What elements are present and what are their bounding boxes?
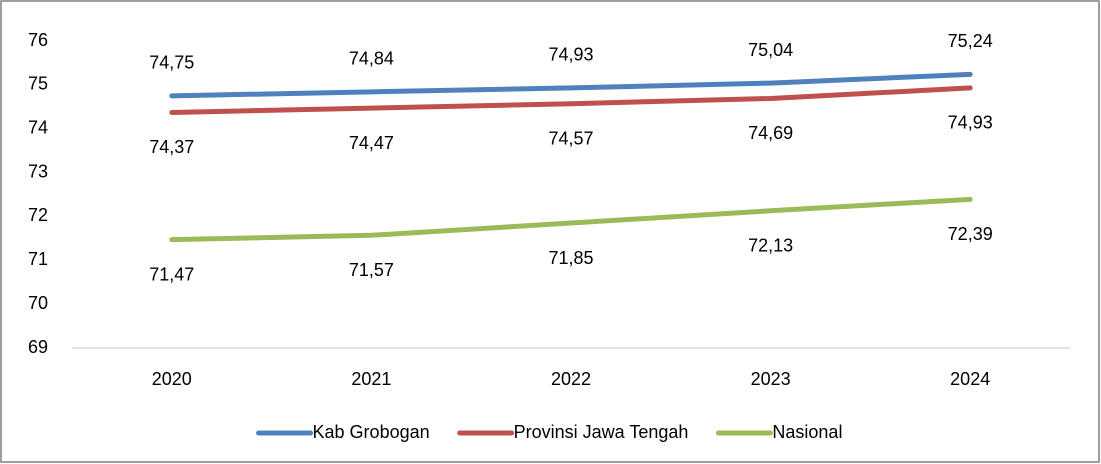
y-tick-label: 71 — [28, 249, 48, 269]
data-label: 74,93 — [548, 45, 593, 65]
data-label: 74,69 — [748, 123, 793, 143]
y-tick-label: 73 — [28, 161, 48, 181]
y-tick-label: 75 — [28, 74, 48, 94]
data-label: 71,57 — [349, 260, 394, 280]
series-line — [169, 85, 973, 115]
x-tick-label: 2021 — [351, 369, 391, 389]
x-tick-label: 2023 — [751, 369, 791, 389]
legend-label: Nasional — [772, 422, 842, 442]
data-label: 74,75 — [149, 53, 194, 73]
x-tick-label: 2022 — [551, 369, 591, 389]
data-label: 74,93 — [948, 113, 993, 133]
data-label: 72,39 — [948, 224, 993, 244]
x-tick-label: 2024 — [950, 369, 990, 389]
y-tick-label: 70 — [28, 293, 48, 313]
y-tick-label: 76 — [28, 30, 48, 50]
data-label: 74,84 — [349, 49, 394, 69]
data-label: 71,85 — [548, 248, 593, 268]
data-label: 75,24 — [948, 31, 993, 51]
y-tick-label: 72 — [28, 205, 48, 225]
data-label: 72,13 — [748, 235, 793, 255]
data-label: 74,47 — [349, 133, 394, 153]
data-label: 74,57 — [548, 128, 593, 148]
data-label: 75,04 — [748, 40, 793, 60]
x-tick-label: 2020 — [152, 369, 192, 389]
legend-label: Provinsi Jawa Tengah — [514, 422, 689, 442]
y-tick-label: 69 — [28, 337, 48, 357]
series-line — [169, 71, 973, 99]
legend-label: Kab Grobogan — [313, 422, 430, 442]
data-label: 74,37 — [149, 137, 194, 157]
series-line — [169, 196, 973, 243]
data-label: 71,47 — [149, 264, 194, 284]
y-tick-label: 74 — [28, 117, 48, 137]
